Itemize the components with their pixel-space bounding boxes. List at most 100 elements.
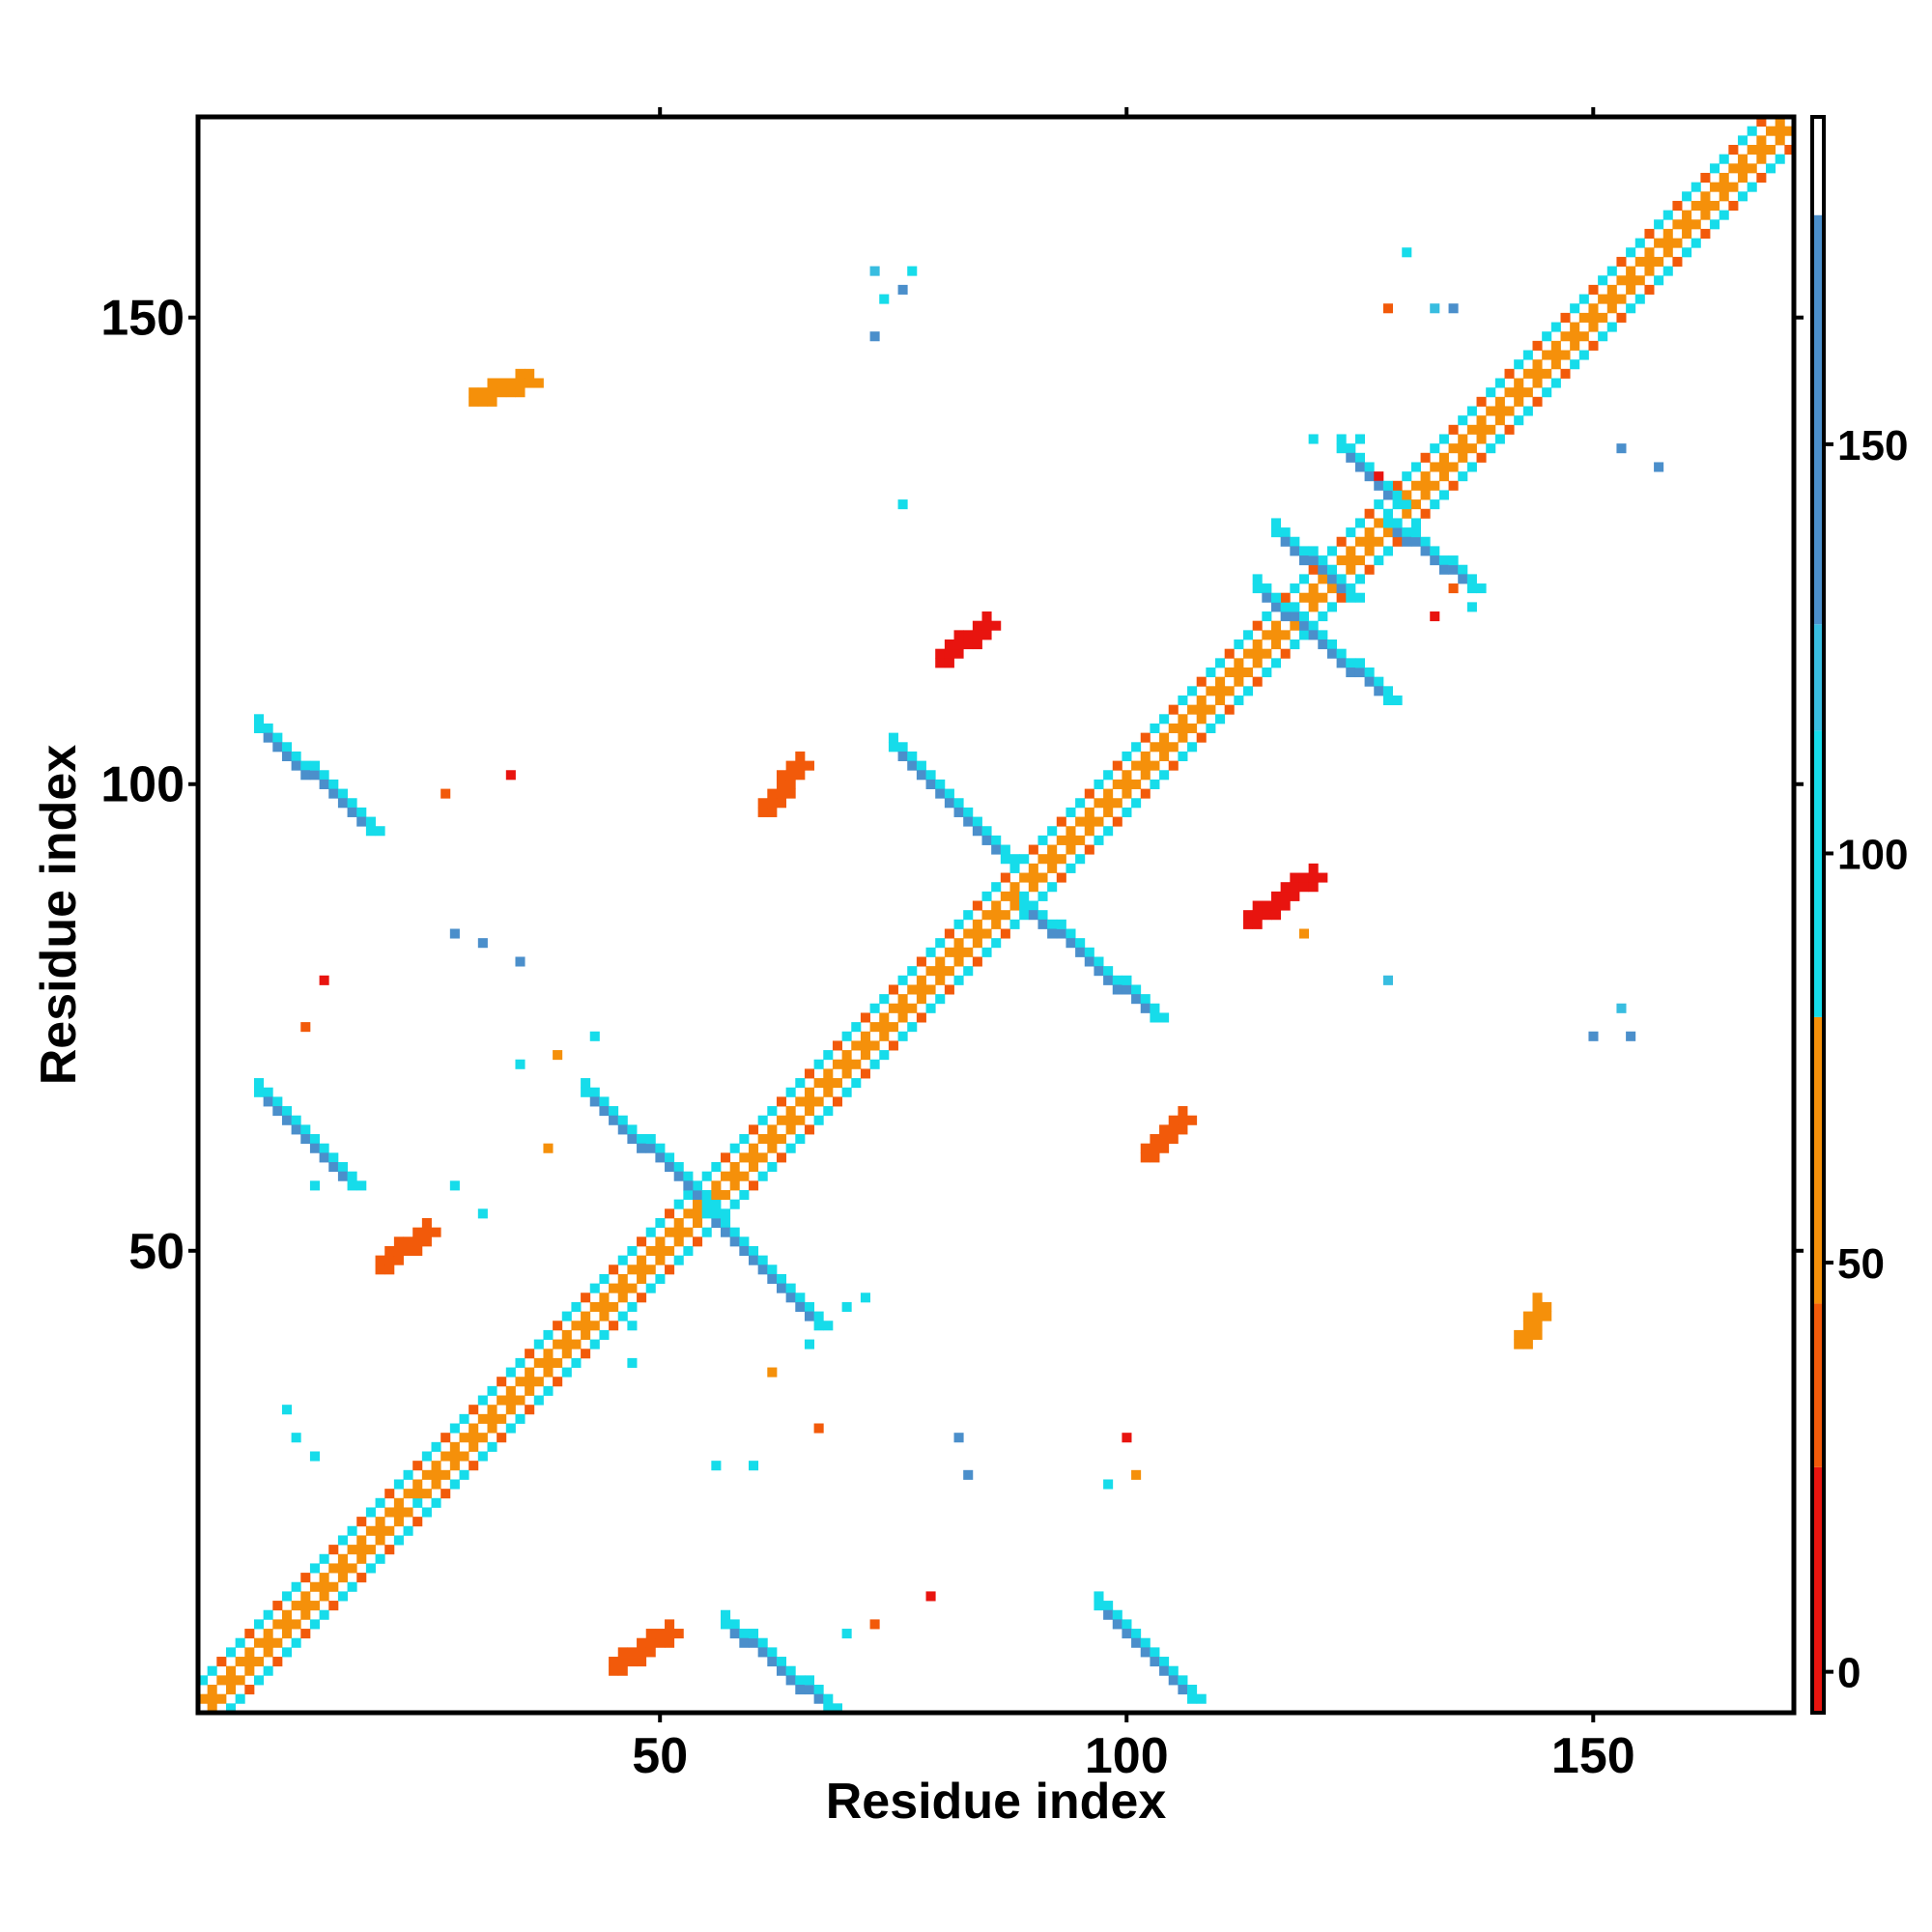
heatmap-cell — [860, 1050, 870, 1061]
heatmap-cell — [1364, 536, 1375, 547]
heatmap-cell — [1252, 658, 1263, 668]
heatmap-cell — [925, 1591, 936, 1602]
heatmap-cell — [1634, 294, 1645, 304]
heatmap-cell — [1700, 172, 1711, 184]
heatmap-cell — [403, 1489, 413, 1499]
heatmap-cell — [813, 1685, 824, 1695]
heatmap-cell — [469, 387, 479, 398]
heatmap-cell — [1532, 359, 1543, 370]
heatmap-cell — [375, 1553, 385, 1564]
heatmap-cell — [1682, 210, 1692, 220]
heatmap-cell — [897, 994, 908, 1005]
heatmap-cell — [469, 1405, 479, 1415]
heatmap-cell — [1719, 154, 1729, 164]
heatmap-cell — [1728, 200, 1739, 212]
heatmap-cell — [645, 1637, 656, 1648]
heatmap-cell — [1290, 546, 1300, 556]
heatmap-cell — [1270, 602, 1282, 612]
heatmap-cell — [693, 1189, 703, 1201]
heatmap-cell — [907, 984, 918, 995]
heatmap-cell — [216, 1675, 227, 1686]
heatmap-cell — [581, 1321, 591, 1331]
heatmap-cell — [1150, 1152, 1160, 1163]
heatmap-cell — [1056, 928, 1066, 939]
heatmap-cell — [525, 378, 535, 388]
heatmap-cell — [449, 1180, 460, 1191]
heatmap-cell — [776, 1273, 787, 1284]
heatmap-cell — [841, 1031, 852, 1041]
heatmap-cell — [1122, 751, 1132, 761]
heatmap-cell — [1662, 228, 1673, 239]
heatmap-cell — [328, 1152, 339, 1163]
heatmap-cell — [1290, 620, 1300, 631]
heatmap-cell — [1122, 807, 1132, 817]
heatmap-cell — [1710, 219, 1720, 230]
heatmap-cell — [487, 396, 497, 407]
heatmap-cell — [1262, 592, 1272, 603]
heatmap-cell — [1522, 406, 1533, 416]
heatmap-cell — [1262, 648, 1272, 659]
heatmap-cell — [1159, 1665, 1170, 1676]
heatmap-cell — [907, 760, 918, 771]
heatmap-cell — [609, 1665, 619, 1676]
heatmap-cell — [1270, 620, 1282, 631]
heatmap-cell — [609, 1106, 619, 1117]
heatmap-cell — [1084, 816, 1094, 827]
heatmap-cell — [1336, 648, 1347, 659]
heatmap-cell — [328, 788, 339, 799]
heatmap-cell — [384, 1255, 395, 1265]
heatmap-cell — [823, 1087, 834, 1097]
heatmap-cell — [711, 1162, 722, 1173]
heatmap-cell — [1150, 1134, 1160, 1145]
heatmap-cell — [1308, 882, 1319, 893]
heatmap-cell — [1122, 788, 1132, 799]
heatmap-cell — [253, 1078, 265, 1089]
heatmap-cell — [1056, 816, 1066, 827]
heatmap-cell — [1438, 555, 1449, 566]
heatmap-cell — [953, 630, 964, 640]
heatmap-cell — [1047, 882, 1058, 893]
heatmap-cell — [431, 1441, 441, 1452]
heatmap-cell — [860, 1293, 870, 1303]
heatmap-cell — [1374, 499, 1384, 510]
heatmap-cell — [1430, 555, 1440, 566]
heatmap-cell — [365, 826, 376, 837]
heatmap-cell — [1644, 284, 1655, 295]
heatmap-cell — [739, 1245, 750, 1257]
heatmap-cell — [813, 1311, 824, 1321]
heatmap-cell — [449, 1441, 460, 1452]
heatmap-cell — [497, 1395, 507, 1406]
heatmap-cell — [1402, 247, 1412, 258]
heatmap-cell — [665, 1264, 675, 1275]
heatmap-cell — [1364, 676, 1375, 687]
heatmap-cell — [244, 1685, 255, 1695]
heatmap-cell — [767, 1264, 778, 1275]
heatmap-cell — [1690, 200, 1701, 212]
heatmap-cell — [963, 807, 974, 817]
heatmap-cell — [1616, 294, 1627, 304]
heatmap-cell — [1009, 891, 1020, 901]
heatmap-cell — [944, 648, 954, 659]
heatmap-cell — [525, 1367, 535, 1378]
heatmap-cell — [375, 1497, 385, 1508]
heatmap-cell — [543, 1349, 554, 1359]
heatmap-cell — [869, 1003, 880, 1013]
heatmap-cell — [1178, 1685, 1188, 1695]
heatmap-cell — [721, 1189, 731, 1201]
heatmap-cell — [972, 938, 982, 949]
heatmap-cell — [1103, 770, 1114, 781]
heatmap-cell — [1550, 322, 1561, 332]
heatmap-cell — [813, 1423, 824, 1434]
heatmap-cell — [1280, 527, 1291, 538]
heatmap-cell — [1486, 424, 1496, 435]
heatmap-cell — [1065, 844, 1076, 855]
heatmap-cell — [1382, 527, 1393, 538]
heatmap-cell — [1476, 415, 1487, 426]
heatmap-cell — [609, 1283, 619, 1293]
heatmap-cell — [1065, 863, 1076, 873]
heatmap-cell — [1644, 256, 1655, 267]
heatmap-cell — [935, 658, 946, 668]
heatmap-cell — [617, 1124, 628, 1135]
heatmap-cell — [1382, 303, 1393, 314]
heatmap-cell — [1262, 910, 1272, 921]
